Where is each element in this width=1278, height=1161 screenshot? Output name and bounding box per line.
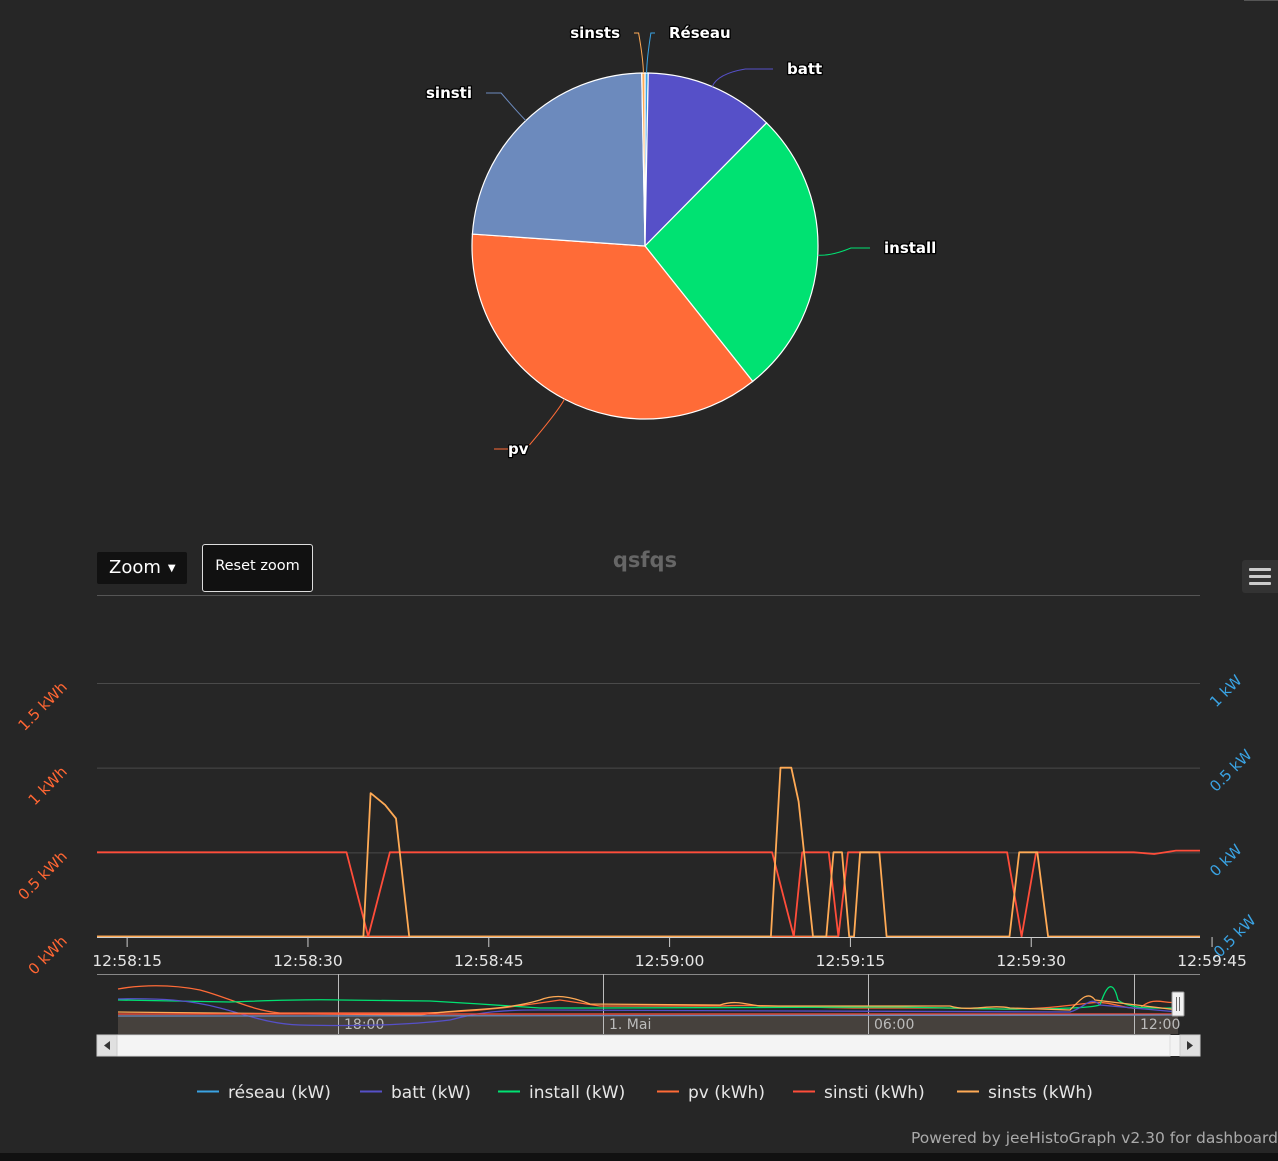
y-left-tick-label: 1.5 kWh [15,678,71,734]
scrollbar[interactable] [96,1034,1201,1057]
pie-label-install: install [884,239,936,257]
legend-item-batt-kw[interactable]: batt (kW) [391,1083,471,1103]
navigator-tick-label: 06:00 [874,1017,914,1033]
zoom-label: Zoom [109,557,161,578]
pie-connector-sinsti [486,92,527,121]
pie-slice-sinsti[interactable] [471,72,646,247]
y-left-tick-label: 1 kWh [25,763,71,809]
navigator-series-line [117,998,1179,1027]
scrollbar-thumb[interactable] [116,1034,1171,1057]
bottom-bar [0,1153,1278,1161]
grid-lines [97,683,1200,854]
legend-item-sinsts-kwh[interactable]: sinsts (kWh) [988,1083,1093,1103]
pie-connector-install [817,247,870,256]
x-tick-label: 12:59:45 [1177,952,1247,970]
y-right-tick-label: 1 kW [1206,671,1246,711]
pie-connector-pv [494,398,565,450]
pie-slice-sinsts[interactable] [641,72,646,247]
chart-title: qsfqs [613,548,677,572]
pie-connector-batt [711,68,773,87]
series-line-sinsts-kwh[interactable] [97,766,1200,938]
pie-chart: Réseau batt install pv sinsti sinsts [425,23,938,460]
x-axis: 12:58:15 12:58:30 12:58:45 12:59:00 12:59:15… [92,937,1247,970]
zoom-dropdown[interactable]: Zoom ▼ [97,552,187,584]
navigator-series-line [117,985,1179,1014]
pie-label-sinsti: sinsti [426,84,472,102]
legend-item-sinsti-kwh[interactable]: sinsti (kWh) [824,1083,925,1103]
y-left-tick-label: 0 kWh [25,932,71,978]
plot-area [97,766,1200,938]
navigator-series-line [117,985,1179,1010]
navigator-series [117,985,1179,1027]
navigator-tick-label: 1. Mai [609,1017,651,1033]
y-axis-left: 0 kWh 0.5 kWh 1 kWh 1.5 kWh [15,678,71,978]
reset-zoom-button[interactable]: Reset zoom [202,544,313,592]
x-tick-label: 12:58:15 [92,952,162,970]
pie-label-sinsts: sinsts [570,24,620,42]
pie-slice-install[interactable] [644,122,819,383]
pie-slice-pv[interactable] [471,233,754,420]
navigator-series-line [117,995,1179,1016]
pie-label-batt: batt [787,60,822,78]
caret-down-icon: ▼ [167,563,176,574]
y-right-tick-label: 0 kW [1206,841,1246,881]
legend-item-install-kw[interactable]: install (kW) [529,1083,625,1103]
legend: réseau (kW) batt (kW) install (kW) pv (kWh)… [197,1083,1093,1103]
reset-zoom-label: Reset zoom [215,558,300,574]
navigator-series-line [118,1014,1179,1017]
x-tick-label: 12:59:30 [996,952,1066,970]
y-right-tick-label: 0.5 kW [1206,746,1256,796]
arrow-left-icon [104,1041,110,1050]
x-tick-label: 12:58:30 [273,952,343,970]
hamburger-line [1249,582,1271,585]
x-tick-label: 12:59:00 [635,952,705,970]
navigator-tick-label: 12:00 [1140,1017,1180,1033]
x-tick-label: 12:58:45 [454,952,524,970]
x-tick-label: 12:59:15 [816,952,886,970]
legend-item-pv-kwh[interactable]: pv (kWh) [688,1083,765,1103]
pie-label-pv: pv [508,440,529,458]
navigator-mask [118,1014,1178,1034]
navigator-handle-right[interactable] [1171,991,1185,1017]
hamburger-line [1249,575,1271,578]
pie-connector-sinsts [634,32,644,74]
legend-item-reseau-kw[interactable]: réseau (kW) [228,1083,331,1103]
pie-connector-reseau [646,32,655,74]
credits-text: Powered by jeeHistoGraph v2.30 for dashb… [910,1129,1278,1147]
y-axis-right: -0.5 kW0 kW0.5 kW1 kW [1206,671,1260,965]
y-left-tick-label: 0.5 kWh [15,847,71,903]
arrow-right-icon [1187,1041,1193,1050]
chart-menu-button[interactable] [1242,560,1278,593]
hamburger-line [1249,568,1271,571]
series-line-sinsti-kwh[interactable] [97,849,1200,938]
navigator[interactable]: 18:00 1. Mai 06:00 12:00 [97,974,1200,1034]
pie-label-reseau: Réseau [669,24,731,42]
